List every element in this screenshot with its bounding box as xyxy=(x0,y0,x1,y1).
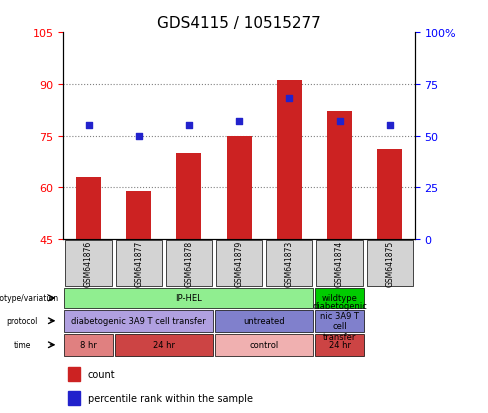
Text: count: count xyxy=(88,369,116,379)
Bar xyxy=(366,241,413,286)
Bar xyxy=(126,191,151,240)
Text: 24 hr: 24 hr xyxy=(153,340,175,349)
Text: diabetogenic 3A9 T cell transfer: diabetogenic 3A9 T cell transfer xyxy=(71,316,206,325)
Text: GSM641879: GSM641879 xyxy=(235,240,244,287)
Bar xyxy=(176,154,202,240)
Text: GSM641876: GSM641876 xyxy=(84,240,93,287)
Text: GSM641873: GSM641873 xyxy=(285,240,294,287)
Text: GSM641878: GSM641878 xyxy=(184,240,193,287)
Bar xyxy=(65,241,112,286)
Text: 24 hr: 24 hr xyxy=(328,340,350,349)
Point xyxy=(135,133,142,140)
Text: genotype/variation: genotype/variation xyxy=(0,294,59,303)
Bar xyxy=(327,112,352,240)
Point xyxy=(336,119,344,125)
Bar xyxy=(226,136,252,240)
Bar xyxy=(166,241,212,286)
Bar xyxy=(68,368,80,381)
Bar xyxy=(315,289,364,308)
Bar xyxy=(277,81,302,240)
Text: GSM641874: GSM641874 xyxy=(335,240,344,287)
Bar xyxy=(116,241,162,286)
Bar xyxy=(64,334,113,356)
Text: control: control xyxy=(249,340,279,349)
Text: GSM641875: GSM641875 xyxy=(385,240,394,287)
Point xyxy=(386,123,394,129)
Text: 8 hr: 8 hr xyxy=(80,340,97,349)
Bar xyxy=(64,310,213,332)
Text: wildtype: wildtype xyxy=(322,294,357,303)
Title: GDS4115 / 10515277: GDS4115 / 10515277 xyxy=(157,16,321,31)
Bar xyxy=(215,310,313,332)
Point xyxy=(285,96,293,102)
Bar xyxy=(215,334,313,356)
Point xyxy=(185,123,193,129)
Bar xyxy=(316,241,363,286)
Bar xyxy=(68,392,80,405)
Text: time: time xyxy=(14,340,31,349)
Bar xyxy=(315,310,364,332)
Bar xyxy=(377,150,402,240)
Text: percentile rank within the sample: percentile rank within the sample xyxy=(88,393,253,403)
Point xyxy=(235,119,243,125)
Point xyxy=(84,123,92,129)
Text: protocol: protocol xyxy=(6,316,38,325)
Bar xyxy=(315,334,364,356)
Text: GSM641877: GSM641877 xyxy=(134,240,143,287)
Bar xyxy=(64,289,313,308)
Text: IP-HEL: IP-HEL xyxy=(176,294,203,303)
Bar xyxy=(76,178,101,240)
Bar xyxy=(115,334,213,356)
Bar xyxy=(216,241,262,286)
Text: untreated: untreated xyxy=(244,316,285,325)
Text: diabetogenic
nic 3A9 T
cell
transfer: diabetogenic nic 3A9 T cell transfer xyxy=(312,301,367,341)
Bar xyxy=(266,241,312,286)
